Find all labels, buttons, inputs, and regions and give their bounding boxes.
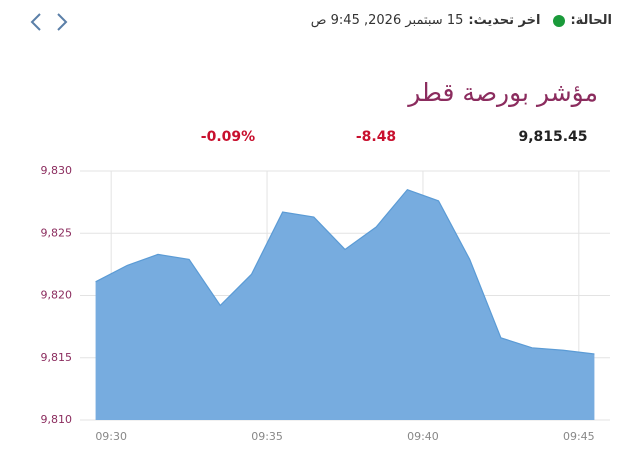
area (95, 189, 595, 420)
x-tick-label: 09:30 (95, 430, 127, 443)
next-arrow[interactable] (57, 13, 68, 31)
line (95, 188, 595, 355)
prev-arrow[interactable] (30, 13, 41, 31)
change-percent: -0.09% (200, 129, 256, 145)
index-value: 9,815.45 (518, 129, 588, 145)
x-tick-label: 09:45 (563, 430, 595, 443)
chart-title: مؤشر بورصة قطر (408, 78, 598, 107)
x-tick-label: 09:40 (407, 430, 439, 443)
y-tick-label: 9,830 (41, 164, 73, 177)
nav-arrows (30, 13, 68, 31)
status-bar: الحالة: اخر تحديث: 15 سبتمبر 2026, 9:45 … (311, 13, 612, 28)
y-tick-label: 9,815 (41, 351, 73, 364)
y-tick-label: 9,810 (41, 413, 73, 426)
change-value: -8.48 (355, 129, 397, 145)
status-dot (553, 14, 566, 27)
x-tick-label: 09:35 (251, 430, 283, 443)
update-time: 15 سبتمبر 2026, 9:45 ص (310, 13, 464, 28)
status-label: الحالة: (570, 13, 612, 28)
y-tick-label: 9,825 (41, 226, 73, 239)
y-tick-label: 9,820 (41, 289, 73, 302)
update-label: اخر تحديث: (468, 13, 541, 28)
